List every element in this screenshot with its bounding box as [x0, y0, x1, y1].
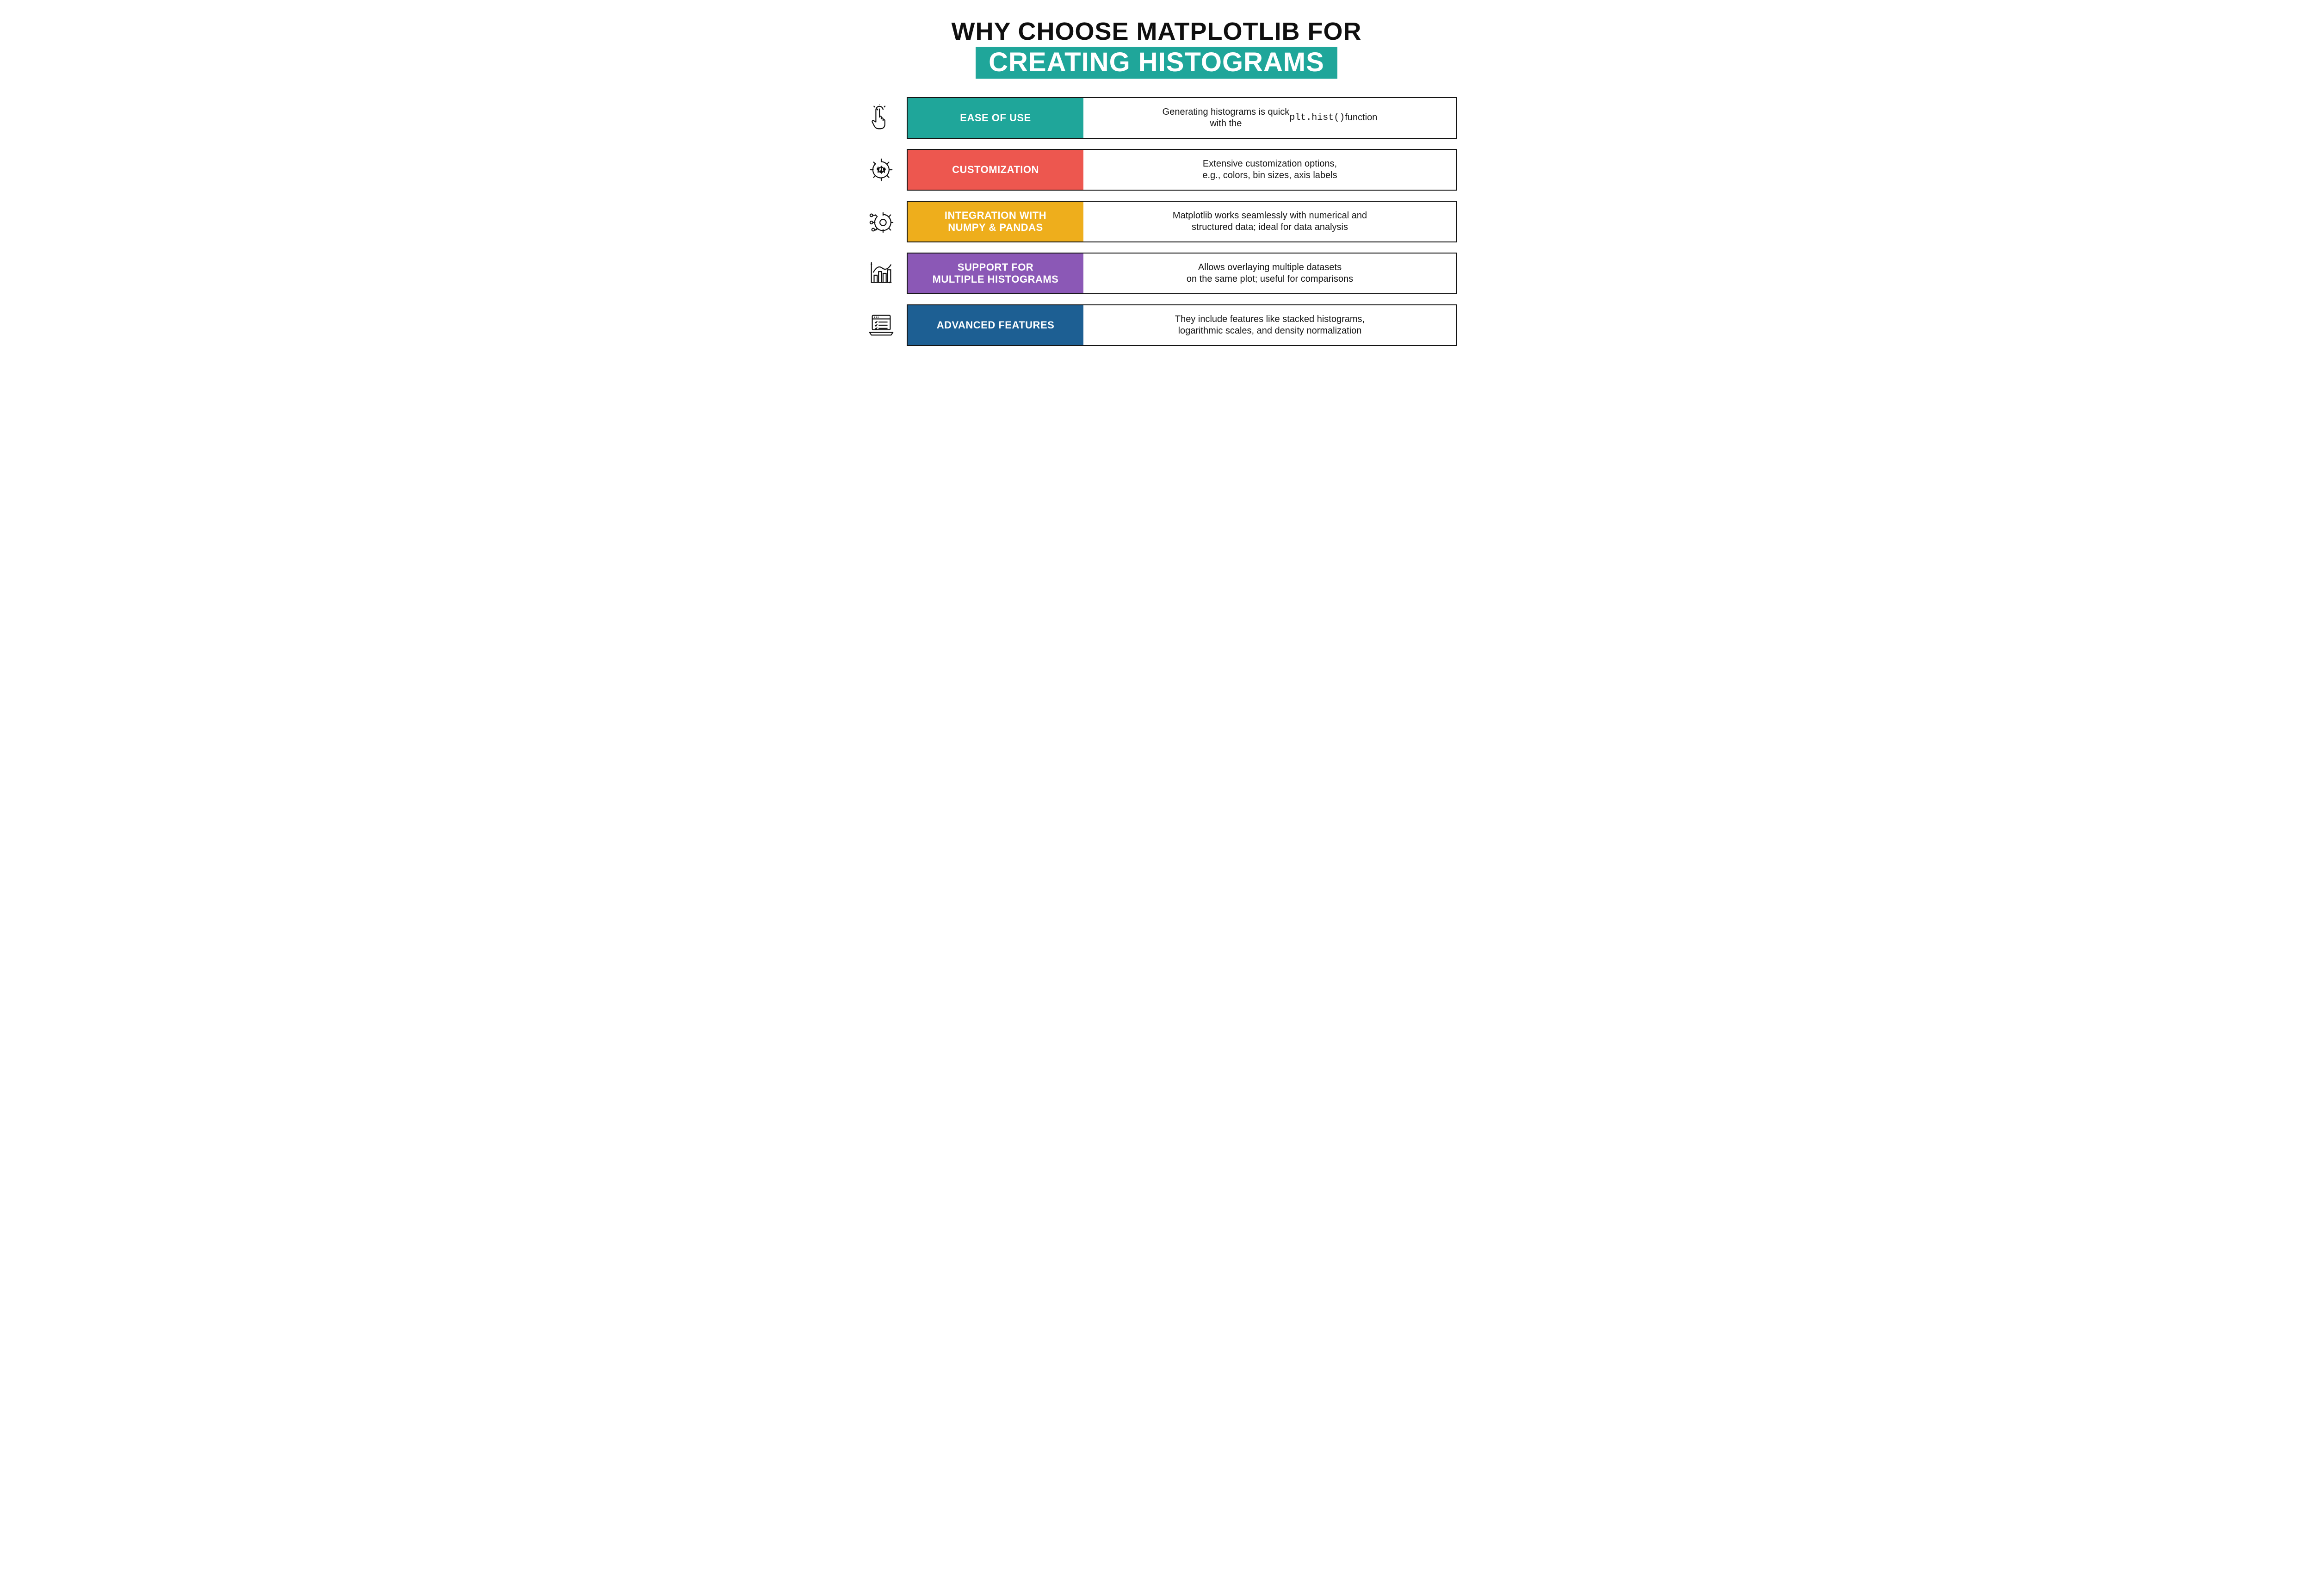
feature-row: EASE OF USE Generating histograms is qui…	[856, 97, 1457, 139]
feature-row: ADVANCED FEATURES They include features …	[856, 304, 1457, 346]
feature-row: CUSTOMIZATION Extensive customization op…	[856, 149, 1457, 191]
feature-label: CUSTOMIZATION	[908, 150, 1083, 190]
infographic-container: WHY CHOOSE MATPLOTLIB FOR CREATING HISTO…	[856, 19, 1457, 346]
feature-box: ADVANCED FEATURES They include features …	[907, 304, 1457, 346]
tap-hand-icon	[856, 104, 907, 132]
feature-desc: Allows overlaying multiple datasetson th…	[1083, 254, 1456, 293]
feature-label: INTEGRATION WITHNUMPY & PANDAS	[908, 202, 1083, 241]
bar-chart-icon	[856, 259, 907, 288]
feature-box: INTEGRATION WITHNUMPY & PANDAS Matplotli…	[907, 201, 1457, 242]
feature-row: SUPPORT FORMULTIPLE HISTOGRAMS Allows ov…	[856, 253, 1457, 294]
feature-box: SUPPORT FORMULTIPLE HISTOGRAMS Allows ov…	[907, 253, 1457, 294]
feature-label: EASE OF USE	[908, 98, 1083, 138]
laptop-checklist-icon	[856, 311, 907, 340]
feature-desc: Generating histograms is quickwith the p…	[1083, 98, 1456, 138]
gear-circuit-icon	[856, 207, 907, 236]
feature-row: INTEGRATION WITHNUMPY & PANDAS Matplotli…	[856, 201, 1457, 242]
feature-box: CUSTOMIZATION Extensive customization op…	[907, 149, 1457, 191]
feature-desc: They include features like stacked histo…	[1083, 305, 1456, 345]
feature-label: ADVANCED FEATURES	[908, 305, 1083, 345]
feature-desc: Extensive customization options,e.g., co…	[1083, 150, 1456, 190]
rows: EASE OF USE Generating histograms is qui…	[856, 97, 1457, 346]
gear-sliders-icon	[856, 155, 907, 184]
feature-box: EASE OF USE Generating histograms is qui…	[907, 97, 1457, 139]
feature-label: SUPPORT FORMULTIPLE HISTOGRAMS	[908, 254, 1083, 293]
title-block: WHY CHOOSE MATPLOTLIB FOR CREATING HISTO…	[856, 19, 1457, 79]
title-line1: WHY CHOOSE MATPLOTLIB FOR	[856, 19, 1457, 45]
title-line2: CREATING HISTOGRAMS	[976, 47, 1337, 79]
feature-desc: Matplotlib works seamlessly with numeric…	[1083, 202, 1456, 241]
